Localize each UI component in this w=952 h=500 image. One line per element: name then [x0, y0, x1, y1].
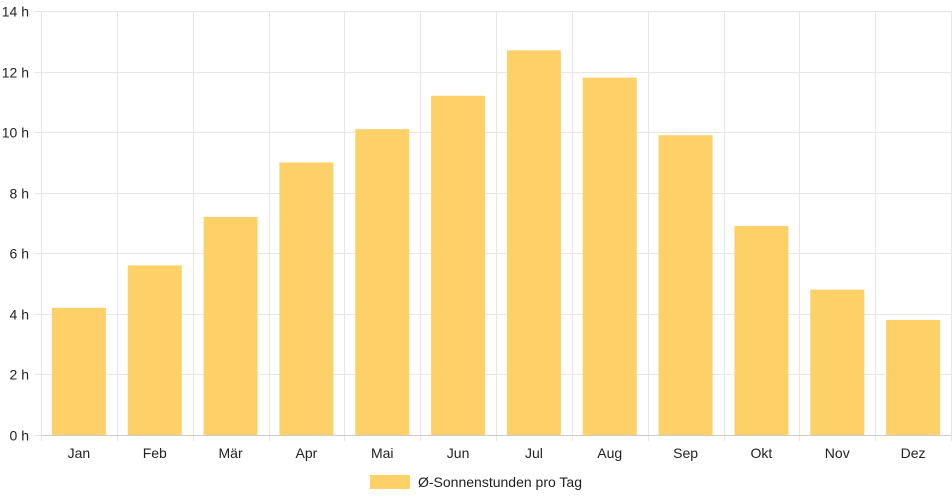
y-tick-label: 10 h [2, 125, 29, 141]
bar-sep[interactable] [658, 135, 713, 435]
x-tick-label: Jan [68, 445, 91, 461]
x-tick-label: Jun [447, 445, 470, 461]
bars [51, 50, 941, 436]
legend[interactable]: Ø-Sonnenstunden pro Tag [370, 474, 582, 490]
bar-mär[interactable] [203, 216, 258, 435]
bar-jul[interactable] [506, 50, 561, 435]
x-tick-label: Feb [143, 445, 167, 461]
bar-aug[interactable] [582, 77, 637, 435]
legend-label[interactable]: Ø-Sonnenstunden pro Tag [418, 474, 582, 490]
y-tick-label: 12 h [2, 65, 29, 81]
x-tick-label: Aug [597, 445, 622, 461]
y-tick-label: 0 h [10, 428, 29, 444]
x-tick-label: Nov [825, 445, 850, 461]
x-tick-label: Apr [296, 445, 318, 461]
x-tick-label: Mai [371, 445, 394, 461]
x-tick-label: Okt [751, 445, 773, 461]
bar-jan[interactable] [51, 307, 106, 435]
bar-feb[interactable] [127, 265, 182, 435]
legend-swatch[interactable] [370, 475, 410, 489]
bar-mai[interactable] [355, 129, 410, 435]
y-tick-label: 8 h [10, 186, 29, 202]
x-tick-label: Jul [525, 445, 543, 461]
axes: 0 h 2 h 4 h 6 h 8 h 10 h 12 h 14 h Jan Feb Mär Apr M… [2, 4, 951, 461]
x-tick-label: Mär [219, 445, 243, 461]
y-tick-label: 2 h [10, 367, 29, 383]
y-tick-label: 14 h [2, 4, 29, 20]
y-tick-label: 4 h [10, 307, 29, 323]
x-tick-label: Sep [673, 445, 698, 461]
grid-lines [35, 11, 952, 441]
x-tick-label: Dez [901, 445, 926, 461]
bar-nov[interactable] [810, 289, 865, 435]
bar-jun[interactable] [431, 95, 486, 436]
bar-apr[interactable] [279, 162, 334, 435]
bar-dez[interactable] [886, 319, 941, 435]
bar-okt[interactable] [734, 226, 789, 435]
y-tick-label: 6 h [10, 246, 29, 262]
